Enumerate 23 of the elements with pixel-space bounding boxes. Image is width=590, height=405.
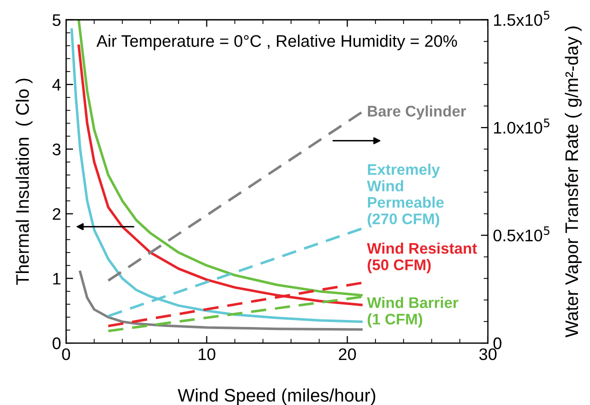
series-label: Extremely Wind Permeable (270 CFM) — [366, 164, 444, 228]
x-tick-label: 20 — [338, 348, 356, 360]
y-axis-title: Thermal Insulation ( Clo ) — [16, 78, 32, 285]
y-tick-label: 3 — [52, 144, 60, 156]
y-tick-label: 2 — [52, 208, 60, 220]
y-tick-label: 5 — [52, 14, 61, 26]
x-tick-label: 10 — [198, 348, 216, 360]
y2-tick-label: 1.0x10$^{5}$ — [494, 118, 550, 134]
series-label: Wind Resistant (50 CFM) — [366, 242, 477, 274]
x-axis-title: Wind Speed (miles/hour) — [178, 388, 376, 405]
annotation: Air Temperature = 0°C , Relative Humidity = 20% — [96, 34, 457, 50]
x-tick-label: 0 — [62, 348, 70, 360]
line-series — [78, 270, 363, 331]
y2-axis-title: Water Vapor Transfer Rate ( g/m²-day ) — [564, 26, 582, 338]
series-label: Bare Cylinder — [368, 105, 466, 120]
series-label: Wind Barrier (1 CFM) — [366, 296, 458, 328]
x-tick-label: 30 — [479, 348, 497, 360]
y-tick-label: 1 — [53, 272, 60, 284]
y2-tick-label: 0.5x10$^{5}$ — [493, 226, 550, 242]
y-tick-label: 4 — [52, 79, 61, 91]
y2-tick-label: 0 — [493, 337, 502, 350]
y2-tick-label: 1.5x10$^{5}$ — [494, 10, 550, 26]
y-tick-label: 0 — [52, 337, 61, 350]
